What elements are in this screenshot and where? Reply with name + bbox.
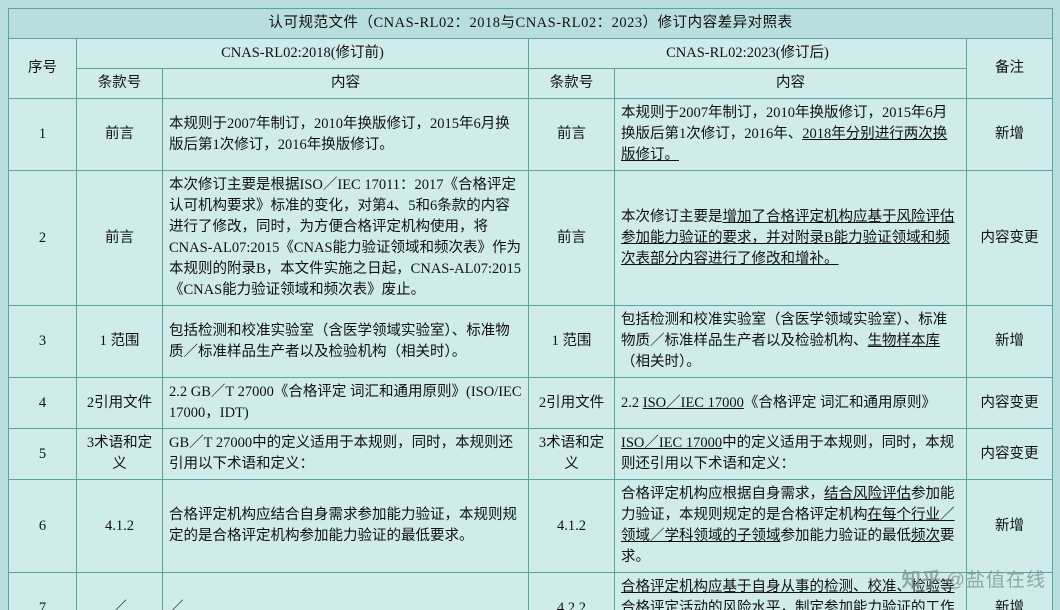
row-new-content: 合格评定机构应基于自身从事的检测、校准、检验等合格评定活动的风险水平，制定参加能… [614, 572, 967, 610]
text-underlined: 增加了合格评定机构应基于风险评估参加能力验证的要求，并对附录B能力验证领域和频次… [621, 208, 955, 267]
row-note: 新增 [965, 98, 1054, 172]
table-row: 6 4.1.2 合格评定机构应结合自身需求参加能力验证，本规则规定的是合格评定机… [8, 479, 1054, 574]
header-note: 备注 [965, 38, 1054, 100]
table-row: 2 前言 本次修订主要是根据ISO／IEC 17011：2017《合格评定认可机… [8, 170, 1054, 307]
table-header-row-2: 条款号 内容 条款号 内容 [9, 68, 1053, 100]
comparison-table: 认可规范文件（CNAS-RL02：2018与CNAS-RL02：2023）修订内… [7, 7, 1054, 610]
row-index: 7 [8, 572, 77, 610]
row-index: 4 [8, 377, 77, 430]
text-underlined: 2018年分别进行两次换版修订。 [621, 126, 948, 164]
row-old-content: GB／T 27000中的定义适用于本规则，同时，本规则还引用以下术语和定义： [162, 428, 529, 481]
row-old-clause: 前言 [76, 170, 163, 307]
text-underlined: 合格评定机构应基于自身从事的检测、校准、检验等合格评定活动的风险水平，制定参加能… [621, 579, 955, 610]
row-new-content: 本次修订主要是增加了合格评定机构应基于风险评估参加能力验证的要求，并对附录B能力… [614, 170, 967, 307]
header-old-clause: 条款号 [76, 68, 163, 100]
row-note: 内容变更 [965, 170, 1054, 307]
table-row: 1 前言 本规则于2007年制订，2010年换版修订，2015年6月换版后第1次… [8, 98, 1054, 172]
row-new-content: ISO／IEC 17000中的定义适用于本规则，同时，本规则还引用以下术语和定义… [614, 428, 967, 481]
header-old-group: CNAS-RL02:2018(修订前) [76, 38, 529, 70]
row-note: 新增 [965, 305, 1054, 379]
row-index: 1 [8, 98, 77, 172]
table-row: 3 1 范围 包括检测和校准实验室（含医学领域实验室）、标准物质／标准样品生产者… [8, 305, 1054, 379]
text-underlined: ISO／IEC 17000 [621, 435, 723, 452]
text-tail: 中的定义适用于本规则，同时，本规则还引用以下术语和定义： [621, 435, 955, 473]
text-mid-2: 参加能力验证的最低 [780, 528, 912, 545]
row-old-clause: 2引用文件 [76, 377, 163, 430]
table-row: 7 ／ ／ 4.2.2 合格评定机构应基于自身从事的检测、校准、检验等合格评定活… [8, 572, 1054, 610]
header-old-content: 内容 [162, 68, 529, 100]
row-old-clause: 4.1.2 [76, 479, 163, 574]
text-tail: 《合格评定 词汇和通用原则》 [743, 394, 936, 411]
text-plain: 包括检测和校准实验室（含医学领域实验室）、标准物质／标准样品生产者以及检验机构、 [621, 312, 948, 350]
text-tail: （相关时）。 [621, 354, 701, 371]
row-new-clause: 前言 [528, 170, 615, 307]
row-index: 2 [8, 170, 77, 307]
row-old-clause: ／ [76, 572, 163, 610]
text-plain: 合格评定机构应根据自身需求， [621, 486, 824, 503]
row-note: 新增 [965, 572, 1054, 610]
row-new-content: 合格评定机构应根据自身需求，结合风险评估参加能力验证，本规则规定的是合格评定机构… [614, 479, 967, 574]
row-index: 3 [8, 305, 77, 379]
row-old-content: 2.2 GB／T 27000《合格评定 词汇和通用原则》(ISO/IEC 170… [162, 377, 529, 430]
text-underlined: ISO／IEC 17000 [642, 394, 744, 411]
header-index: 序号 [8, 38, 77, 100]
text-underlined: 结合风险评估 [824, 486, 911, 503]
row-old-content: 本规则于2007年制订，2010年换版修订，2015年6月换版后第1次修订，20… [162, 98, 529, 172]
row-new-content: 2.2 ISO／IEC 17000《合格评定 词汇和通用原则》 [614, 377, 967, 430]
row-new-clause: 1 范围 [528, 305, 615, 379]
text-mid: 参加能力验证，本规则规定的是合格评定机构 [621, 486, 955, 524]
row-note: 新增 [965, 479, 1054, 574]
text-plain: 本次修订主要是 [621, 208, 723, 225]
row-new-clause: 4.2.2 [528, 572, 615, 610]
row-index: 5 [8, 428, 77, 481]
table-title-row: 认可规范文件（CNAS-RL02：2018与CNAS-RL02：2023）修订内… [7, 7, 1054, 40]
header-new-group: CNAS-RL02:2023(修订后) [528, 38, 967, 70]
row-new-clause: 4.1.2 [528, 479, 615, 574]
text-plain: 本规则于2007年制订，2010年换版修订，2015年6月换版后第1次修订，20… [621, 105, 948, 143]
text-tail: 要求。 [621, 528, 955, 566]
text-underlined-2: 在每个行业／领域／学科领域的子领域 [621, 507, 955, 545]
row-old-clause: 1 范围 [76, 305, 163, 379]
row-index: 6 [8, 479, 77, 574]
table-row: 5 3术语和定义 GB／T 27000中的定义适用于本规则，同时，本规则还引用以… [8, 428, 1054, 481]
row-old-clause: 3术语和定义 [76, 428, 163, 481]
text-underlined: 生物样本库 [867, 333, 941, 350]
text-plain: 2.2 [621, 394, 643, 411]
table-header-row-1: 序号 CNAS-RL02:2018(修订前) CNAS-RL02:2023(修订… [8, 38, 1054, 100]
row-new-clause: 3术语和定义 [528, 428, 615, 481]
text-underlined-3: 频次 [911, 528, 940, 545]
row-note: 内容变更 [965, 428, 1054, 481]
row-new-clause: 前言 [528, 98, 615, 172]
row-old-content: 合格评定机构应结合自身需求参加能力验证，本规则规定的是合格评定机构参加能力验证的… [162, 479, 529, 574]
row-old-clause: 前言 [76, 98, 163, 172]
row-new-clause: 2引用文件 [528, 377, 615, 430]
row-old-content: ／ [162, 572, 529, 610]
header-new-content: 内容 [614, 68, 967, 100]
page-title: 认可规范文件（CNAS-RL02：2018与CNAS-RL02：2023）修订内… [7, 7, 1054, 40]
row-new-content: 本规则于2007年制订，2010年换版修订，2015年6月换版后第1次修订，20… [614, 98, 967, 172]
header-new-clause: 条款号 [528, 68, 615, 100]
row-new-content: 包括检测和校准实验室（含医学领域实验室）、标准物质／标准样品生产者以及检验机构、… [614, 305, 967, 379]
row-note: 内容变更 [965, 377, 1054, 430]
row-old-content: 本次修订主要是根据ISO／IEC 17011：2017《合格评定认可机构要求》标… [162, 170, 529, 307]
row-old-content: 包括检测和校准实验室（含医学领域实验室）、标准物质／标准样品生产者以及检验机构（… [162, 305, 529, 379]
table-row: 4 2引用文件 2.2 GB／T 27000《合格评定 词汇和通用原则》(ISO… [8, 377, 1054, 430]
